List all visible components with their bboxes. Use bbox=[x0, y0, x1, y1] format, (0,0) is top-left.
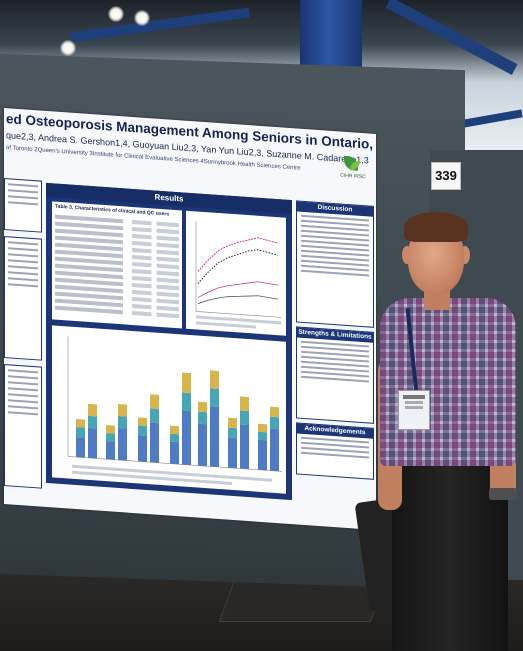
characteristics-table: Table 3. Characteristics of clinical and… bbox=[52, 201, 182, 329]
poster-text-block bbox=[4, 236, 42, 361]
ear bbox=[460, 246, 470, 264]
poster-right-column: Discussion Strengths & Limitations Ackno… bbox=[296, 200, 374, 505]
trousers bbox=[392, 462, 508, 651]
stacked-bar-graphic bbox=[67, 336, 282, 485]
ceiling-light bbox=[60, 40, 76, 56]
acknowledgements-block: Acknowledgements bbox=[296, 422, 374, 480]
ceiling-light bbox=[134, 10, 150, 26]
discussion-block: Discussion bbox=[296, 200, 374, 328]
logo-text: CIHR IRSC bbox=[340, 172, 366, 181]
line-chart-graphic bbox=[195, 221, 281, 329]
poster-text-block bbox=[4, 178, 42, 233]
ear bbox=[402, 246, 412, 264]
presenter-person bbox=[378, 210, 523, 651]
poster-text-block bbox=[4, 364, 42, 489]
cihr-logo: CIHR IRSC bbox=[336, 155, 370, 187]
wristwatch bbox=[489, 488, 517, 500]
booth-number: 339 bbox=[431, 162, 461, 190]
name-badge bbox=[398, 390, 430, 430]
results-panel: Results Table 3. Characteristics of clin… bbox=[46, 182, 292, 501]
plaid-shirt bbox=[380, 298, 516, 466]
hair bbox=[404, 212, 468, 242]
bar-chart-figure bbox=[52, 325, 286, 494]
line-chart-figure bbox=[186, 210, 286, 336]
strengths-block: Strengths & Limitations bbox=[296, 326, 374, 424]
poster-left-column bbox=[4, 178, 42, 491]
ceiling-light bbox=[108, 6, 124, 22]
research-poster: ed Osteoporosis Management Among Seniors… bbox=[4, 108, 376, 531]
